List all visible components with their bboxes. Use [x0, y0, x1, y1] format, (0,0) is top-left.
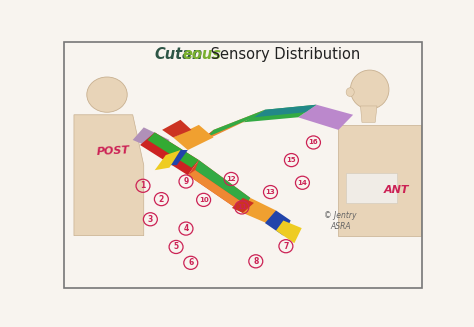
Polygon shape	[140, 132, 199, 175]
Text: 16: 16	[309, 140, 318, 146]
Text: 2: 2	[159, 195, 164, 204]
Polygon shape	[298, 105, 353, 130]
Ellipse shape	[87, 77, 127, 112]
Polygon shape	[74, 115, 144, 236]
Text: 4: 4	[183, 224, 189, 233]
Text: 7: 7	[283, 242, 289, 251]
Polygon shape	[338, 125, 421, 236]
Polygon shape	[155, 150, 181, 170]
Text: 14: 14	[298, 180, 307, 186]
Text: Sensory Distribution: Sensory Distribution	[206, 47, 360, 62]
Text: © Jentry
ASRA: © Jentry ASRA	[324, 211, 356, 231]
Text: 1: 1	[140, 181, 146, 190]
Text: 6: 6	[188, 258, 193, 267]
Polygon shape	[254, 105, 316, 117]
Ellipse shape	[346, 88, 354, 96]
Text: 15: 15	[287, 157, 296, 163]
Text: 8: 8	[253, 257, 258, 266]
Polygon shape	[188, 170, 246, 213]
Polygon shape	[188, 160, 250, 213]
Ellipse shape	[350, 70, 389, 109]
Polygon shape	[232, 198, 254, 213]
Polygon shape	[346, 173, 397, 203]
Polygon shape	[147, 132, 199, 168]
Polygon shape	[195, 110, 265, 145]
Polygon shape	[206, 110, 265, 137]
Polygon shape	[243, 105, 316, 122]
Polygon shape	[133, 127, 169, 152]
Polygon shape	[195, 160, 250, 205]
Polygon shape	[173, 125, 213, 150]
Text: 10: 10	[199, 197, 209, 203]
Text: POST: POST	[97, 146, 130, 157]
Text: Cutan: Cutan	[155, 47, 203, 62]
Polygon shape	[243, 198, 276, 226]
Polygon shape	[276, 220, 301, 243]
Polygon shape	[166, 150, 188, 165]
Text: eous: eous	[182, 47, 221, 62]
Text: ANT: ANT	[384, 185, 409, 195]
Polygon shape	[360, 106, 377, 122]
Text: 9: 9	[183, 177, 189, 186]
Text: 13: 13	[265, 189, 275, 195]
Text: 12: 12	[227, 176, 236, 182]
Text: 3: 3	[148, 215, 153, 224]
Text: 11: 11	[237, 204, 246, 211]
Polygon shape	[162, 120, 191, 137]
Polygon shape	[265, 211, 291, 236]
Polygon shape	[188, 130, 213, 150]
Text: 5: 5	[173, 242, 179, 251]
